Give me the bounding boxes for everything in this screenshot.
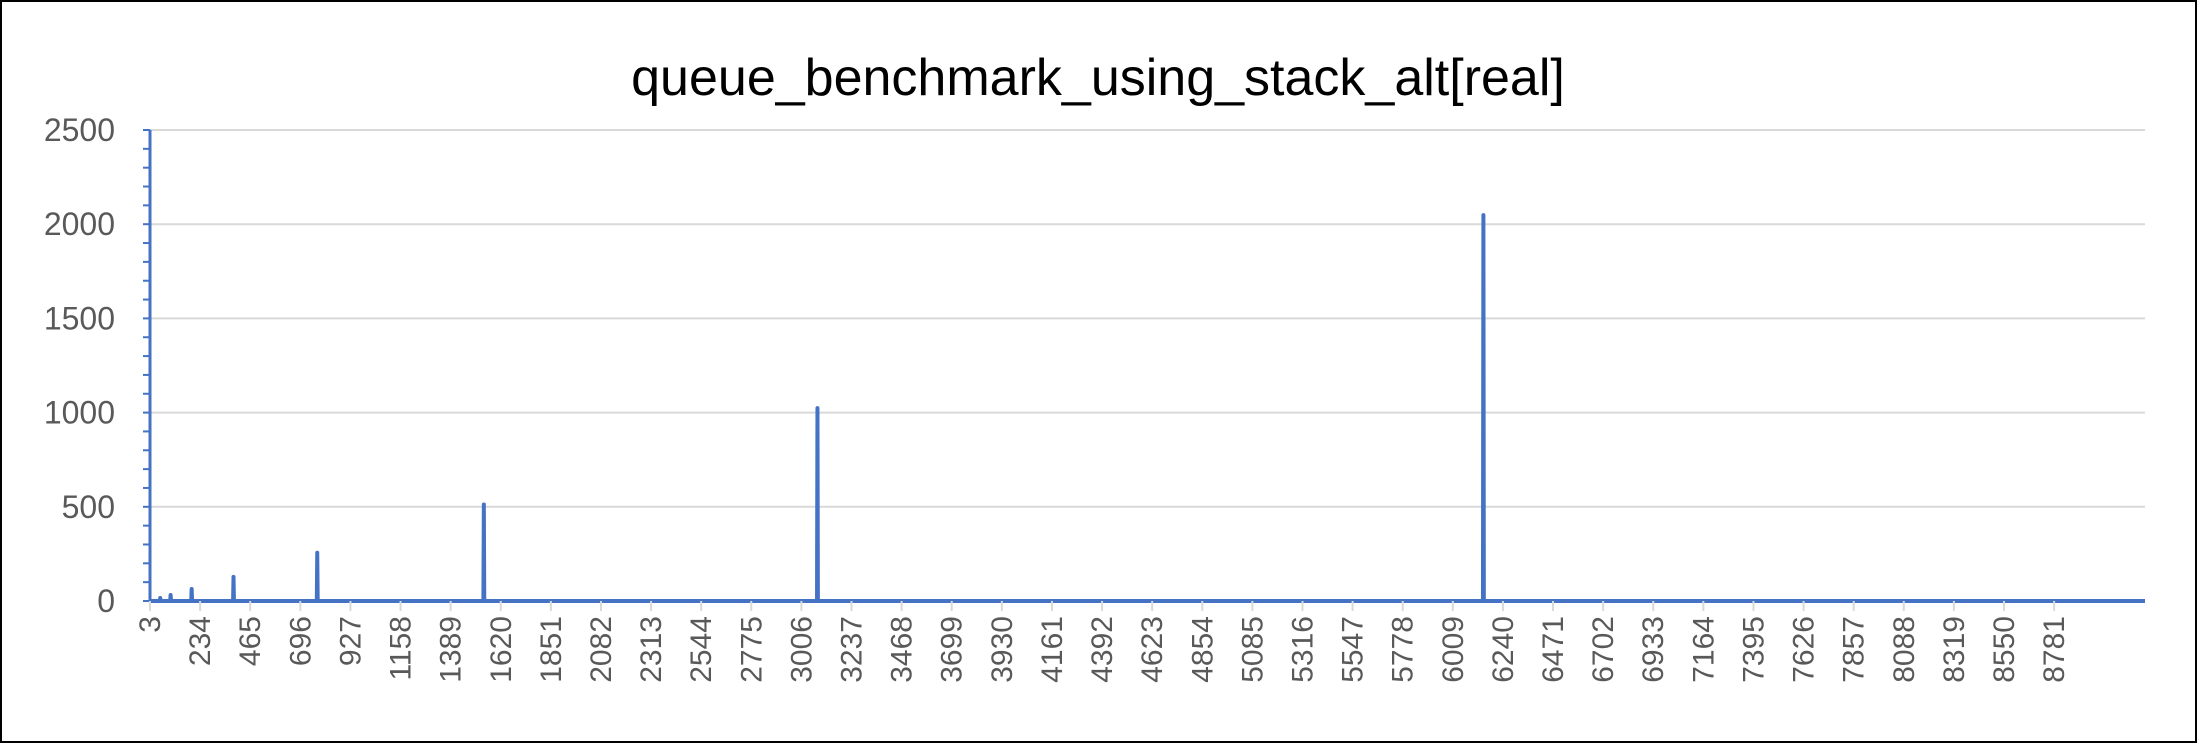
x-tick-label: 3 <box>134 616 167 633</box>
x-tick-label: 696 <box>284 616 317 666</box>
x-tick-label: 1851 <box>535 616 568 683</box>
series-line <box>150 213 2145 603</box>
x-tick-label: 6933 <box>1637 616 1670 683</box>
x-tick-label: 2544 <box>685 616 718 683</box>
x-tick-label: 8319 <box>1938 616 1971 683</box>
x-tick-label: 7164 <box>1687 616 1720 683</box>
x-tick-label: 3006 <box>785 616 818 683</box>
x-tick-label: 4854 <box>1186 616 1219 683</box>
x-tick-label: 1389 <box>435 616 468 683</box>
x-tick-label: 465 <box>234 616 267 666</box>
series-layer <box>150 213 2145 603</box>
x-tick-label: 5547 <box>1337 616 1370 683</box>
y-tick-label: 2000 <box>44 206 115 242</box>
x-tick-label: 3699 <box>936 616 969 683</box>
x-tick-label: 1158 <box>385 616 418 681</box>
x-tick-label: 6009 <box>1437 616 1470 683</box>
x-tick-label: 4392 <box>1086 616 1119 683</box>
y-tick-label: 1000 <box>44 395 115 431</box>
x-tick-label: 8550 <box>1988 616 2021 683</box>
x-tick-label: 7626 <box>1788 616 1821 683</box>
x-tick-label: 6240 <box>1487 616 1520 683</box>
x-tick-label: 7857 <box>1838 616 1871 683</box>
x-tick-label: 4161 <box>1036 616 1069 683</box>
x-tick-label: 6702 <box>1587 616 1620 683</box>
x-tick-label: 1620 <box>485 616 518 683</box>
x-tick-label: 4623 <box>1136 616 1169 683</box>
x-tick-label: 5085 <box>1236 616 1269 683</box>
x-tick-labels: 3 234 465 696 927 1158 1389 1620 1851 2082 2313 254… <box>134 616 2071 683</box>
x-tick-label: 2775 <box>735 616 768 683</box>
axes <box>143 129 2145 611</box>
x-tick-label: 5316 <box>1286 616 1319 683</box>
y-tick-label: 500 <box>62 489 115 525</box>
x-tick-label: 7395 <box>1737 616 1770 683</box>
chart-title: queue_benchmark_using_stack_alt[real] <box>631 49 1565 107</box>
x-tick-label: 6471 <box>1537 616 1570 683</box>
x-tick-label: 234 <box>184 616 217 666</box>
x-tick-label: 5778 <box>1387 616 1420 683</box>
y-tick-label: 2500 <box>44 112 115 148</box>
grid-lines <box>150 129 2145 508</box>
x-tick-label: 2313 <box>635 616 668 683</box>
x-tick-label: 2082 <box>585 616 618 683</box>
x-tick-label: 3930 <box>986 616 1019 683</box>
x-tick-label: 8088 <box>1888 616 1921 683</box>
y-tick-labels: 0 500 1000 1500 2000 2500 <box>44 112 115 619</box>
y-tick-label: 0 <box>97 583 115 619</box>
x-tick-label: 927 <box>334 616 367 666</box>
x-tick-label: 3237 <box>836 616 869 683</box>
y-tick-label: 1500 <box>44 300 115 336</box>
x-tick-label: 8781 <box>2038 616 2071 683</box>
x-tick-label: 3468 <box>886 616 919 683</box>
